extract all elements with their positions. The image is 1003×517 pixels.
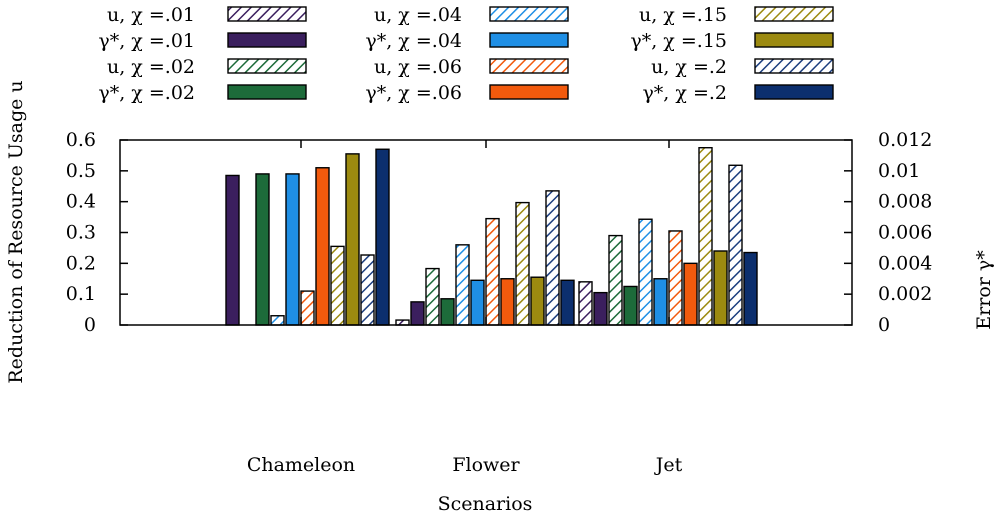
bar-chameleon-series-11 <box>360 254 375 326</box>
y2-tick-label: 0.01 <box>878 160 920 182</box>
x-tick-label: Chameleon <box>247 454 355 476</box>
legend-item: u, χ =.06 <box>374 56 569 78</box>
bar-jet-series-1 <box>578 281 593 326</box>
axes: 0 0.1 0.2 0.3 0.4 0.5 0.6 0 0.002 0.004 0.006 0.008… <box>66 129 933 476</box>
x-tick-label: Jet <box>654 454 683 476</box>
bar-jet-series-5 <box>638 218 653 326</box>
legend-item: u, χ =.02 <box>107 56 307 78</box>
bar-flower-series-9 <box>515 201 530 326</box>
legend-label: u, χ =.2 <box>651 56 727 78</box>
legend-swatch <box>489 84 569 100</box>
bar-flower-series-10 <box>530 276 545 326</box>
legend-swatch <box>754 6 834 22</box>
bar-jet-series-7 <box>668 230 683 326</box>
legend-label: γ*, χ =.06 <box>365 82 462 104</box>
legend-item: γ*, χ =.04 <box>365 30 569 52</box>
bar-chameleon-series-9 <box>330 245 345 326</box>
legend-item: γ*, χ =.15 <box>630 30 834 52</box>
legend-item: u, χ =.04 <box>374 4 569 26</box>
y2-axis-title: Error γ* <box>973 250 995 330</box>
bar-jet-series-10 <box>713 250 728 326</box>
bar-flower-series-8 <box>500 278 515 326</box>
legend-swatch <box>754 32 834 48</box>
bar-flower-series-4 <box>440 298 455 326</box>
y-axis-title: Reduction of Resource Usage u <box>5 80 27 383</box>
y-tick-label: 0.5 <box>66 160 96 182</box>
bar-chameleon-series-10 <box>345 153 360 326</box>
y2-tick-label: 0.006 <box>878 222 932 244</box>
bar-jet-series-8 <box>683 262 698 326</box>
bar-jet-series-4 <box>623 285 638 326</box>
legend-label: γ*, χ =.15 <box>630 30 727 52</box>
y-tick-label: 0.6 <box>66 129 96 151</box>
bar-jet-series-2 <box>593 291 608 326</box>
plot-area <box>225 147 758 326</box>
legend-swatch <box>489 6 569 22</box>
bar-chameleon-series-2 <box>225 174 240 326</box>
bar-jet-series-11 <box>728 164 743 326</box>
bar-flower-series-12 <box>560 279 575 326</box>
bar-flower-series-7 <box>485 217 500 326</box>
bar-chameleon-series-12 <box>375 148 390 326</box>
legend: u, χ =.01 γ*, χ =.01 u, χ =.02 γ*, χ =.02 u,… <box>98 4 834 104</box>
legend-swatch <box>489 58 569 74</box>
legend-swatch <box>227 6 307 22</box>
legend-item: u, χ =.15 <box>639 4 834 26</box>
bar-chameleon-series-7 <box>300 290 315 326</box>
y-tick-label: 0.2 <box>66 252 96 274</box>
legend-item: γ*, χ =.02 <box>98 82 307 104</box>
legend-item: γ*, χ =.2 <box>642 82 834 104</box>
bar-chameleon-series-5 <box>270 315 285 326</box>
x-tick-label: Flower <box>452 454 520 476</box>
y-tick-label: 0.1 <box>66 283 96 305</box>
legend-swatch <box>227 84 307 100</box>
bar-jet-series-12 <box>743 251 758 326</box>
bar-jet-series-6 <box>653 278 668 326</box>
legend-item: γ*, χ =.06 <box>365 82 569 104</box>
bar-chameleon-series-6 <box>285 173 300 326</box>
legend-swatch <box>754 58 834 74</box>
legend-label: u, χ =.15 <box>639 4 727 26</box>
y2-tick-label: 0.012 <box>878 129 932 151</box>
legend-label: u, χ =.02 <box>107 56 195 78</box>
legend-swatch <box>227 58 307 74</box>
legend-item: γ*, χ =.01 <box>98 30 307 52</box>
bar-flower-series-5 <box>455 244 470 326</box>
bar-chameleon-series-4 <box>255 173 270 326</box>
legend-swatch <box>227 32 307 48</box>
bar-jet-series-9 <box>698 147 713 326</box>
bar-jet-series-3 <box>608 234 623 326</box>
y2-tick-label: 0.008 <box>878 191 932 213</box>
y2-tick-label: 0.002 <box>878 283 932 305</box>
y2-tick-label: 0 <box>878 314 890 336</box>
y-tick-label: 0.3 <box>66 222 96 244</box>
legend-label: γ*, χ =.01 <box>98 30 195 52</box>
bar-flower-series-3 <box>425 267 440 326</box>
legend-label: γ*, χ =.04 <box>365 30 462 52</box>
legend-swatch <box>489 32 569 48</box>
legend-item: u, χ =.2 <box>651 56 834 78</box>
y-tick-label: 0.4 <box>66 191 96 213</box>
y2-tick-label: 0.004 <box>878 252 932 274</box>
legend-label: γ*, χ =.2 <box>642 82 727 104</box>
bar-flower-series-11 <box>545 190 560 326</box>
bar-chameleon-series-8 <box>315 167 330 326</box>
legend-label: γ*, χ =.02 <box>98 82 195 104</box>
bar-flower-series-6 <box>470 279 485 326</box>
legend-label: u, χ =.04 <box>374 4 462 26</box>
legend-label: u, χ =.01 <box>107 4 195 26</box>
legend-item: u, χ =.01 <box>107 4 307 26</box>
x-axis-title: Scenarios <box>438 493 533 515</box>
y-tick-label: 0 <box>84 314 96 336</box>
bar-flower-series-2 <box>410 301 425 326</box>
legend-swatch <box>754 84 834 100</box>
legend-label: u, χ =.06 <box>374 56 462 78</box>
